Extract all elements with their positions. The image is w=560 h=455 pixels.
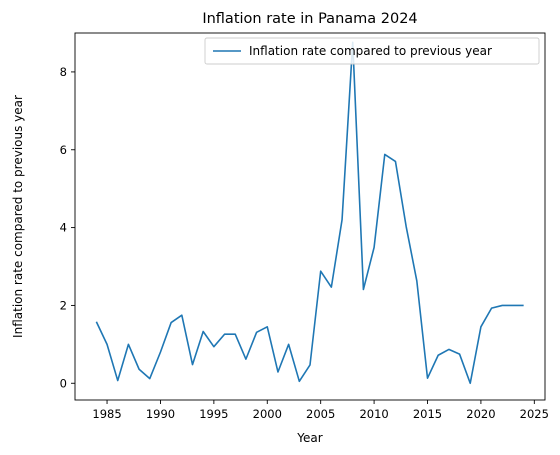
x-tick-label: 2005 [306, 407, 335, 421]
x-axis-label: Year [296, 431, 322, 445]
x-tick-label: 2010 [359, 407, 388, 421]
y-tick-label: 0 [60, 376, 67, 390]
y-tick-label: 8 [60, 65, 67, 79]
x-tick-label: 2000 [253, 407, 282, 421]
y-tick-label: 4 [60, 221, 67, 235]
series-line-inflation-rate [95, 41, 524, 385]
y-tick-label: 6 [60, 143, 67, 157]
x-tick-label: 2025 [520, 407, 549, 421]
y-tick-label: 2 [60, 298, 67, 312]
legend-box [204, 37, 540, 65]
legend-entry-inflation-rate: Inflation rate compared to previous year [249, 44, 492, 58]
x-tick-label: 1995 [199, 407, 228, 421]
y-axis-label: Inflation rate compared to previous year [11, 95, 25, 338]
x-tick-label: 2015 [413, 407, 442, 421]
x-tick-label: 1985 [92, 407, 121, 421]
x-axis: 1985 1990 1995 2000 2005 2010 2015 2020 2025 [92, 400, 549, 421]
x-tick-label: 2020 [466, 407, 495, 421]
x-tick-label: 1990 [146, 407, 175, 421]
plot-frame [74, 32, 546, 401]
chart-title: Inflation rate in Panama 2024 [202, 11, 417, 27]
y-axis: 0 2 4 6 8 [60, 65, 75, 390]
legend: Inflation rate compared to previous year [204, 37, 540, 65]
